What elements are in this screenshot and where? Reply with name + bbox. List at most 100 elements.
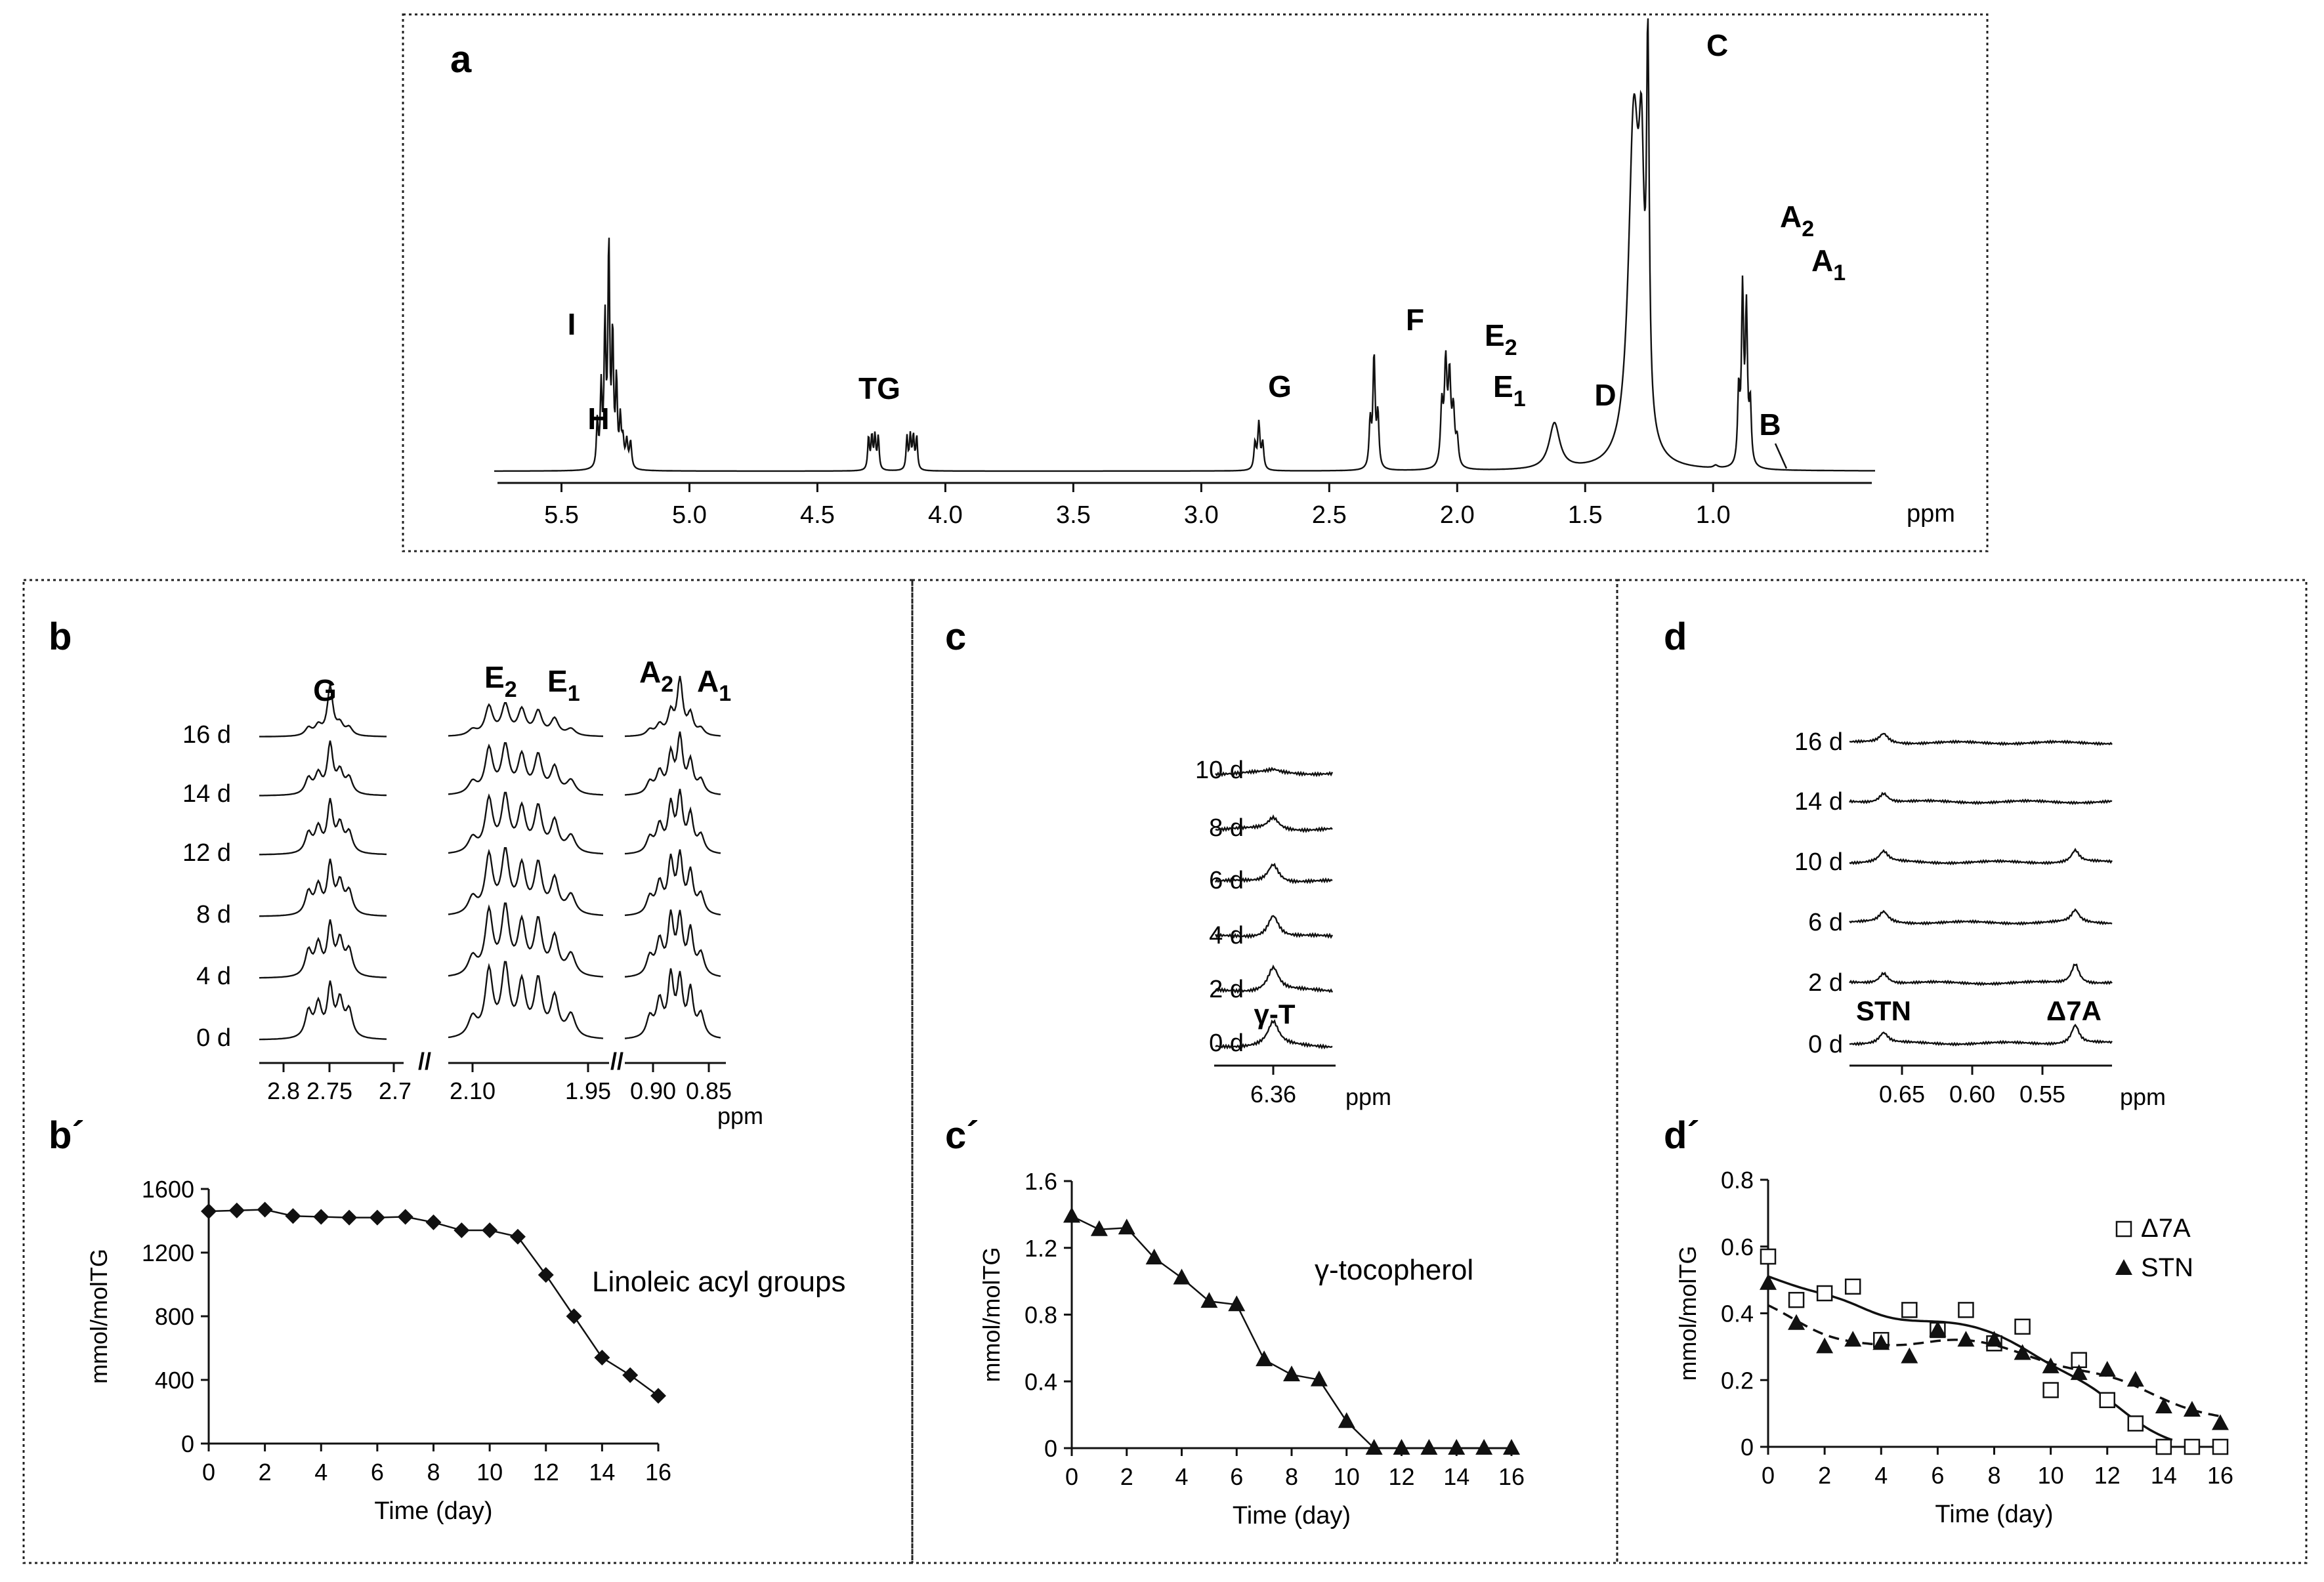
data-point-square [2212,1438,2229,1455]
data-point-triangle [1420,1439,1438,1455]
b-trace-E [448,961,604,1039]
b-trace-A [624,909,721,978]
chart-c-prime-tocopherol: 0 2 4 6 8 10 12 14 16 0 0.4 0.8 1.2 1.6 Time (day) mmol… [978,1168,1525,1530]
y-tick-label: 0 [1044,1435,1057,1462]
row-label: 10 d [1794,848,1843,876]
b-trace-A [624,789,721,855]
nmr-spectrum-trace [494,18,1875,472]
peak-label-B: B [1759,407,1781,442]
peak-label-A2: A2 [1780,199,1814,241]
x-tick-label: 12 [2094,1462,2121,1489]
b-trace-A [624,675,721,738]
c-trace [1214,862,1333,885]
data-point-triangle [2115,1259,2132,1275]
data-point-triangle [1503,1439,1520,1455]
x-tick-label: 10 [2038,1462,2064,1489]
b-trace-A [624,968,721,1039]
series-line [1071,1215,1511,1449]
y-tick-label: 0.6 [1721,1234,1754,1260]
peak-B-pointer [1774,443,1788,469]
data-point-diamond [454,1222,470,1239]
x-tick-label: 6 [1931,1462,1944,1489]
x-tick-label: 0 [1762,1462,1775,1489]
data-point-square [1844,1278,1861,1295]
data-point-square [1816,1285,1833,1302]
data-point-diamond [201,1203,217,1219]
peak-label-delta7A: Δ7A [2046,995,2102,1026]
c-trace [1214,915,1334,940]
x-tick-label: 2 [1120,1463,1133,1490]
x-tick-label: 6 [1230,1463,1243,1490]
b-tick-label: 2.8 [267,1077,300,1104]
x-tick-label: 14 [2151,1462,2177,1489]
x-tick-label: 2 [1818,1462,1831,1489]
peak-label-H: H [587,402,609,436]
panel-b-label: b [49,615,72,658]
peak-label-gamma-T: γ-T [1254,999,1296,1030]
data-point-diamond [538,1266,554,1283]
panel-c-prime-label: c´ [945,1114,979,1157]
panel-c-stacked-spectra: 10 d 8 d 6 d 4 d 2 d 0 d γ-T 6.36 ppm [1195,757,1391,1110]
data-point-triangle [2014,1344,2031,1360]
panel-a-spectrum: 5.5 5.0 4.5 4.0 3.5 3.0 2.5 2.0 1.5 1.0 ppm I H T… [494,18,1955,529]
panel-b-traces [259,675,721,1041]
b-trace-E [448,742,603,796]
d-ppm-unit: ppm [2120,1083,2166,1110]
peak-label-E1: E1 [1493,369,1526,411]
data-point-diamond [341,1209,358,1226]
d-trace [1849,848,2113,865]
row-label: 0 d [1808,1031,1843,1058]
panel-c-frame [911,579,1618,1564]
x-tick-label: 4 [1175,1463,1188,1490]
data-point-diamond [425,1214,442,1230]
data-point-square [2155,1438,2172,1455]
chart-d-prime-sterols: 0 2 4 6 8 10 12 14 16 0 0.2 0.4 0.6 0.8 Time (day) mmol… [1674,1167,2233,1528]
data-point-triangle [2070,1364,2088,1381]
d-trace [1849,791,2113,806]
x-tick-label: 16 [1498,1463,1525,1490]
b-axis-ticks [282,1063,710,1072]
panel-a-label: a [450,38,472,81]
ppm-tick-label: 5.0 [672,501,707,529]
panel-d-traces [1849,732,2113,1047]
peak-label-E2: E2 [1485,318,1517,360]
b-trace-G [259,798,387,856]
peak-label-A1: A1 [1811,243,1846,285]
y-tick-label: 1600 [142,1176,194,1203]
x-axis-label: Time (day) [374,1497,492,1525]
data-point-triangle [1118,1218,1135,1235]
x-tick-label: 4 [314,1459,327,1486]
legend-label: Δ7A [2141,1214,2191,1243]
data-point-triangle [1957,1331,1975,1347]
peak-label-STN: STN [1856,995,1911,1026]
b-tick-label: 2.7 [379,1077,412,1104]
b-tick-label: 0.85 [686,1077,732,1104]
y-tick-label: 0.8 [1025,1302,1057,1329]
b-ppm-unit: ppm [717,1102,763,1129]
data-point-diamond [650,1388,666,1404]
data-point-triangle [1929,1320,1947,1337]
b-trace-G [259,740,387,797]
y-tick-label: 0 [181,1430,194,1457]
panel-c-traces [1214,766,1334,1050]
ppm-tick-label: 4.0 [928,501,963,529]
y-axis-label: mmol/molTG [1674,1246,1701,1381]
x-tick-label: 16 [645,1459,671,1486]
data-point-triangle [1475,1439,1493,1455]
data-point-triangle [2098,1360,2116,1377]
data-point-triangle [1283,1365,1300,1382]
peak-label-D: D [1594,378,1616,412]
d-trace [1849,908,2113,926]
peak-label-F: F [1406,302,1424,337]
panel-d-frame [1616,579,2308,1564]
fit-line-dashed [1767,1304,2221,1418]
ppm-tick-label: 1.0 [1696,501,1731,529]
legend-label: STN [2141,1253,2193,1282]
data-point-triangle [1173,1268,1191,1285]
data-point-diamond [482,1222,498,1239]
x-tick-label: 6 [371,1459,384,1486]
row-label: 2 d [1808,969,1843,997]
d-trace [1849,963,2113,986]
b-trace-G [259,919,387,979]
